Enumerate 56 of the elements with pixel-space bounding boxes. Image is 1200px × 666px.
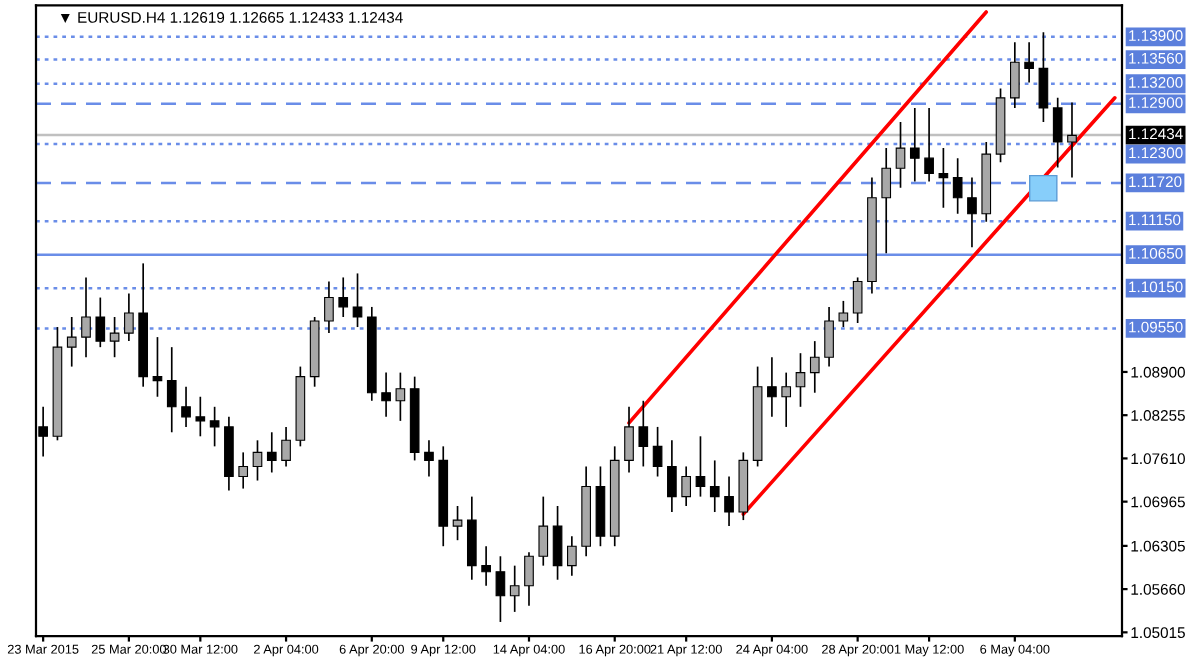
- candlestick: [452, 505, 463, 542]
- candlestick: [381, 371, 391, 418]
- candlestick: [509, 564, 520, 613]
- candlestick: [124, 292, 134, 342]
- candlestick: [924, 107, 934, 183]
- candlestick: [166, 346, 177, 434]
- candlestick: [152, 336, 163, 398]
- candlestick: [466, 495, 477, 581]
- candlestick: [352, 272, 363, 328]
- candlestick: [852, 276, 863, 324]
- candlestick: [1038, 31, 1049, 123]
- candlestick: [195, 395, 206, 438]
- candlestick: [952, 157, 963, 215]
- candlestick: [824, 306, 834, 368]
- candlestick: [709, 459, 720, 513]
- candlestick: [238, 451, 249, 490]
- candlestick: [424, 439, 434, 478]
- candlestick: [81, 276, 91, 359]
- candlestick: [809, 340, 820, 394]
- candlestick: [66, 316, 77, 368]
- candlestick: [281, 426, 291, 468]
- candlestick: [781, 371, 792, 428]
- candlestick: [181, 385, 191, 428]
- candlestick: [252, 439, 263, 482]
- candlestick: [495, 555, 506, 623]
- candlestick: [1009, 41, 1020, 109]
- candlestick: [552, 505, 563, 581]
- candlestick: [767, 356, 777, 418]
- candlestick: [1067, 101, 1077, 179]
- candlestick: [652, 426, 663, 478]
- candlestick: [538, 495, 549, 567]
- candlestick: [324, 280, 334, 334]
- candlestick: [909, 107, 920, 183]
- candlestick: [724, 475, 734, 527]
- candlestick: [681, 465, 692, 507]
- candlestick: [567, 535, 577, 577]
- candlestick: [624, 405, 634, 474]
- candlestick: [938, 147, 949, 209]
- candlestick: [109, 316, 120, 359]
- candlestick: [638, 399, 649, 468]
- candlestick: [895, 121, 906, 189]
- candlestick: [481, 545, 491, 587]
- candlestick: [266, 431, 277, 474]
- candlestick: [524, 551, 534, 607]
- candlestick: [967, 176, 977, 249]
- candlestick: [695, 435, 706, 498]
- candlestick: [795, 352, 806, 408]
- candlestick: [667, 439, 677, 513]
- candlestick: [209, 405, 220, 448]
- candlestick: [838, 300, 849, 328]
- candlestick: [1052, 96, 1063, 169]
- candlestick: [881, 147, 892, 255]
- candlestick: [95, 296, 106, 348]
- candlestick: [338, 276, 349, 318]
- candlestick: [1024, 41, 1034, 84]
- candlestick: [395, 371, 406, 422]
